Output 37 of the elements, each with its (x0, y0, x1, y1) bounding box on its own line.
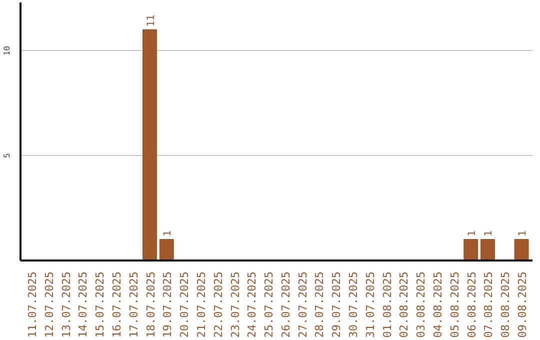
data-label: 1 (484, 230, 495, 237)
x-tick-label: 07.08.2025 (482, 271, 496, 338)
x-tick-label: 27.07.2025 (296, 271, 310, 338)
x-tick-label: 18.07.2025 (144, 271, 158, 338)
x-tick-label: 04.08.2025 (432, 271, 445, 338)
x-tick-label: 22.07.2025 (212, 271, 225, 338)
x-tick-label: 06.08.2025 (465, 271, 478, 338)
x-tick-label: 31.07.2025 (364, 271, 377, 338)
x-tick-label: 28.07.2025 (313, 271, 326, 338)
x-tick-label: 21.07.2025 (194, 271, 208, 338)
data-label: 1 (466, 230, 478, 237)
data-label: 1 (162, 230, 174, 237)
x-tick-label: 16.07.2025 (110, 271, 124, 338)
x-tick-label: 13.07.2025 (60, 271, 73, 338)
x-tick-label: 23.07.2025 (228, 271, 242, 338)
x-tick-label: 26.07.2025 (279, 271, 292, 338)
x-tick-label: 11.07.2025 (26, 271, 39, 338)
x-tick-label: 15.07.2025 (94, 271, 107, 338)
x-tick-label: 12.07.2025 (42, 271, 56, 338)
y-tick-label: 10 (2, 46, 12, 56)
x-tick-label: 09.08.2025 (516, 271, 530, 338)
x-tick-label: 24.07.2025 (246, 271, 259, 338)
data-label: 11 (146, 14, 157, 27)
x-tick-label: 17.07.2025 (127, 271, 140, 338)
x-tick-label: 03.08.2025 (414, 271, 428, 338)
x-tick-label: 29.07.2025 (330, 271, 344, 338)
x-tick-label: 08.08.2025 (499, 271, 512, 338)
data-label: 1 (518, 230, 529, 237)
y-tick-label: 5 (2, 153, 12, 158)
x-tick-label: 02.08.2025 (398, 271, 411, 338)
x-tick-label: 14.07.2025 (76, 271, 90, 338)
x-tick-label: 19.07.2025 (161, 271, 174, 338)
x-tick-label: 30.07.2025 (347, 271, 360, 338)
x-tick-label: 01.08.2025 (380, 271, 394, 338)
x-tick-label: 25.07.2025 (262, 271, 276, 338)
x-tick-label: 05.08.2025 (448, 271, 462, 338)
x-tick-label: 20.07.2025 (178, 271, 192, 338)
